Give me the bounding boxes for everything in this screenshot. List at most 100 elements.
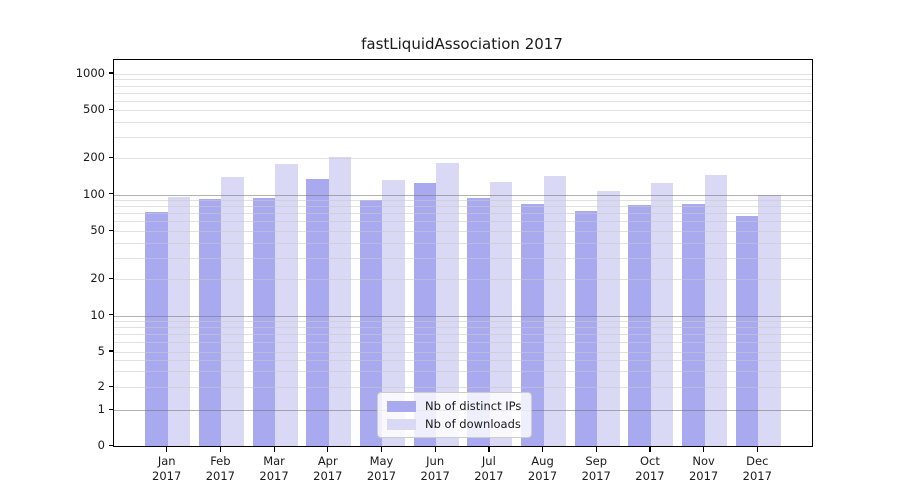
bar-ips-may [359,200,383,446]
y-tick-mark [109,193,114,195]
gridline-minor [114,158,812,160]
bar-ips-dec [735,215,759,446]
x-tick-label: May 2017 [366,454,397,483]
bar-downloads-mar [275,163,298,446]
gridline-major [114,194,812,196]
x-tick-mark [542,447,544,452]
chart-title: fastLiquidAssociation 2017 [361,35,563,53]
x-tick-mark [649,447,651,452]
bar-downloads-apr [328,156,352,446]
gridline-major [114,315,812,317]
legend-label: Nb of distinct IPs [425,399,522,413]
y-tick-mark [109,408,114,410]
bar-downloads-jul [489,181,513,446]
x-tick-label: Jul 2017 [474,454,504,483]
gridline-minor [114,231,812,233]
bars-layer [114,60,812,446]
legend-item: Nb of downloads [387,417,521,431]
x-tick-mark [488,447,490,452]
gridline-minor [114,351,812,353]
legend: Nb of distinct IPs Nb of downloads [377,392,533,438]
bar-ips-feb [198,199,222,446]
y-tick-mark [109,72,114,74]
x-tick-mark [273,447,275,452]
y-tick-label: 50 [90,223,105,238]
x-tick-label: Oct 2017 [635,454,665,483]
bar-ips-oct [628,205,651,446]
bar-ips-nov [682,203,705,446]
y-tick-mark [109,385,114,387]
x-tick-label: Feb 2017 [205,454,236,483]
gridline-minor [114,206,812,208]
y-tick-mark [109,314,114,316]
gridline-minor [114,100,812,102]
y-tick-mark [109,156,114,159]
gridline-minor [114,85,812,87]
gridline-minor [114,79,812,81]
gridline-minor [114,73,812,75]
legend-swatch [387,418,416,430]
x-tick-mark [756,447,758,452]
bar-downloads-sep [597,190,620,446]
y-tick-mark [109,444,114,446]
y-tick-label: 100 [83,186,105,201]
gridline-minor [114,221,812,223]
gridline-minor [114,92,812,94]
gridline-minor [114,121,812,123]
y-tick-mark [109,229,114,231]
gridline-minor [114,137,812,139]
x-tick-mark [166,447,168,452]
y-tick-label: 5 [97,343,105,358]
plot-area: Nb of distinct IPs Nb of downloads [113,59,813,447]
x-tick-mark [380,447,383,452]
bar-ips-aug [521,204,544,446]
bar-downloads-may [382,180,405,446]
gridline-minor [114,257,812,259]
gridline-minor [114,360,812,362]
y-tick-label: 10 [90,307,105,322]
gridline-minor [114,371,812,373]
bar-downloads-dec [758,194,781,446]
x-tick-label: Mar 2017 [259,454,289,483]
gridline-minor [114,279,812,281]
x-tick-label: Jun 2017 [420,454,450,483]
y-tick-label: 500 [83,102,105,117]
bar-downloads-nov [704,174,728,446]
bar-downloads-feb [221,177,244,446]
y-tick-mark [109,108,114,110]
y-tick-label: 20 [90,271,105,286]
x-tick-mark [703,447,705,452]
x-tick-label: Sep 2017 [581,454,611,483]
legend-item: Nb of distinct IPs [387,399,521,413]
y-tick-label: 1 [97,402,105,417]
legend-swatch [387,400,416,412]
gridline-minor [114,334,812,336]
gridline-minor [114,200,812,202]
gridline-minor [114,387,812,388]
x-tick-label: Jan 2017 [152,454,182,483]
y-tick-label: 2 [97,379,105,393]
x-tick-label: Dec 2017 [742,454,772,483]
y-tick-label: 1000 [75,65,105,80]
y-tick-label: 200 [83,150,105,165]
x-tick-label: Apr 2017 [313,454,343,483]
bar-downloads-jun [436,162,459,446]
bar-downloads-oct [650,183,674,446]
legend-label: Nb of downloads [425,417,521,431]
gridline-minor [114,342,812,344]
gridline-minor [114,110,812,112]
gridline-minor [114,327,812,329]
bar-ips-apr [306,178,329,446]
x-tick-label: Aug 2017 [527,454,558,483]
y-tick-mark [109,277,114,279]
gridline-minor [114,242,812,244]
bar-ips-jun [413,183,437,446]
grid-layer [114,60,812,446]
y-tick-mark [109,350,114,352]
gridline-minor [114,213,812,215]
x-tick-mark [327,447,329,452]
x-tick-label: Nov 2017 [688,454,719,483]
x-tick-mark [434,447,436,452]
gridline-minor [114,321,812,323]
